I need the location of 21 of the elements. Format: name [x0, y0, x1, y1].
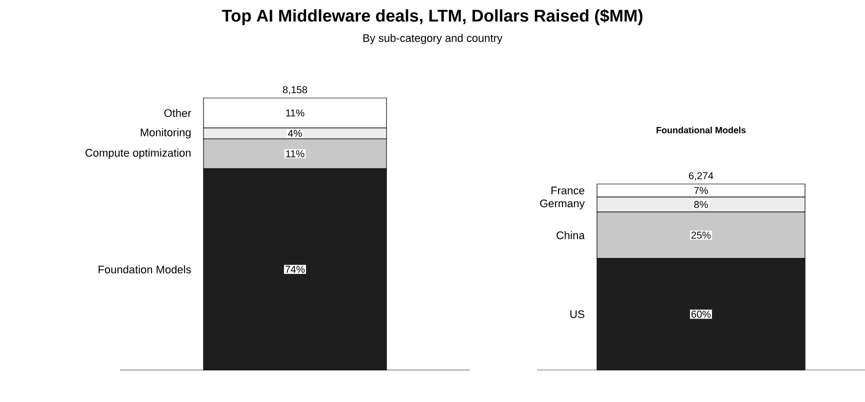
text: 6,274	[688, 172, 714, 180]
series-label: US	[570, 310, 584, 318]
series-label: Germany	[540, 199, 585, 210]
series-label: Compute optimization	[85, 148, 191, 159]
data-label: 4%	[288, 130, 302, 137]
data-label: 11%	[286, 150, 304, 158]
data-label: 25%	[692, 232, 711, 239]
data-label: 8%	[694, 200, 708, 208]
text: By sub-category and country	[363, 34, 502, 44]
data-label: 11%	[286, 109, 304, 116]
text: Top AI Middleware deals, LTM, Dollars Raised ($MM)	[222, 8, 642, 26]
series-label: Foundation Models	[98, 265, 191, 274]
series-label: Other	[164, 108, 192, 117]
series-label: Monitoring	[140, 128, 191, 138]
series-label: France	[551, 186, 584, 194]
data-label: 60%	[692, 310, 711, 318]
data-label: 74%	[286, 266, 305, 273]
chart-title: Foundational Models	[656, 126, 746, 134]
text: 8,158	[282, 86, 308, 94]
data-label: 7%	[694, 187, 708, 194]
series-label: China	[556, 231, 585, 240]
